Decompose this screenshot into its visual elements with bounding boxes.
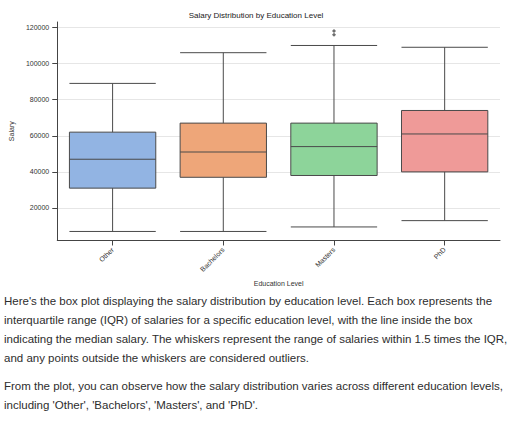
svg-text:120000: 120000 [26,24,49,31]
svg-text:Education Level: Education Level [254,280,304,287]
svg-text:Salary Distribution by Educati: Salary Distribution by Education Level [189,11,324,20]
html-text:Here's the box plot displaying: Here's the box plot displaying the salar… [4,295,508,364]
svg-text:100000: 100000 [26,60,49,67]
svg-text:Other: Other [98,246,116,264]
svg-text:Salary: Salary [8,121,16,141]
svg-text:20000: 20000 [30,204,50,211]
svg-text:40000: 40000 [30,168,50,175]
svg-text:Bachelors: Bachelors [199,246,226,273]
svg-text:80000: 80000 [30,96,50,103]
html-text:From the plot, you can observe: From the plot, you can observe how the s… [4,380,503,411]
svg-text:60000: 60000 [30,132,50,139]
svg-text:PhD: PhD [433,246,448,261]
svg-text:Masters: Masters [314,246,337,269]
